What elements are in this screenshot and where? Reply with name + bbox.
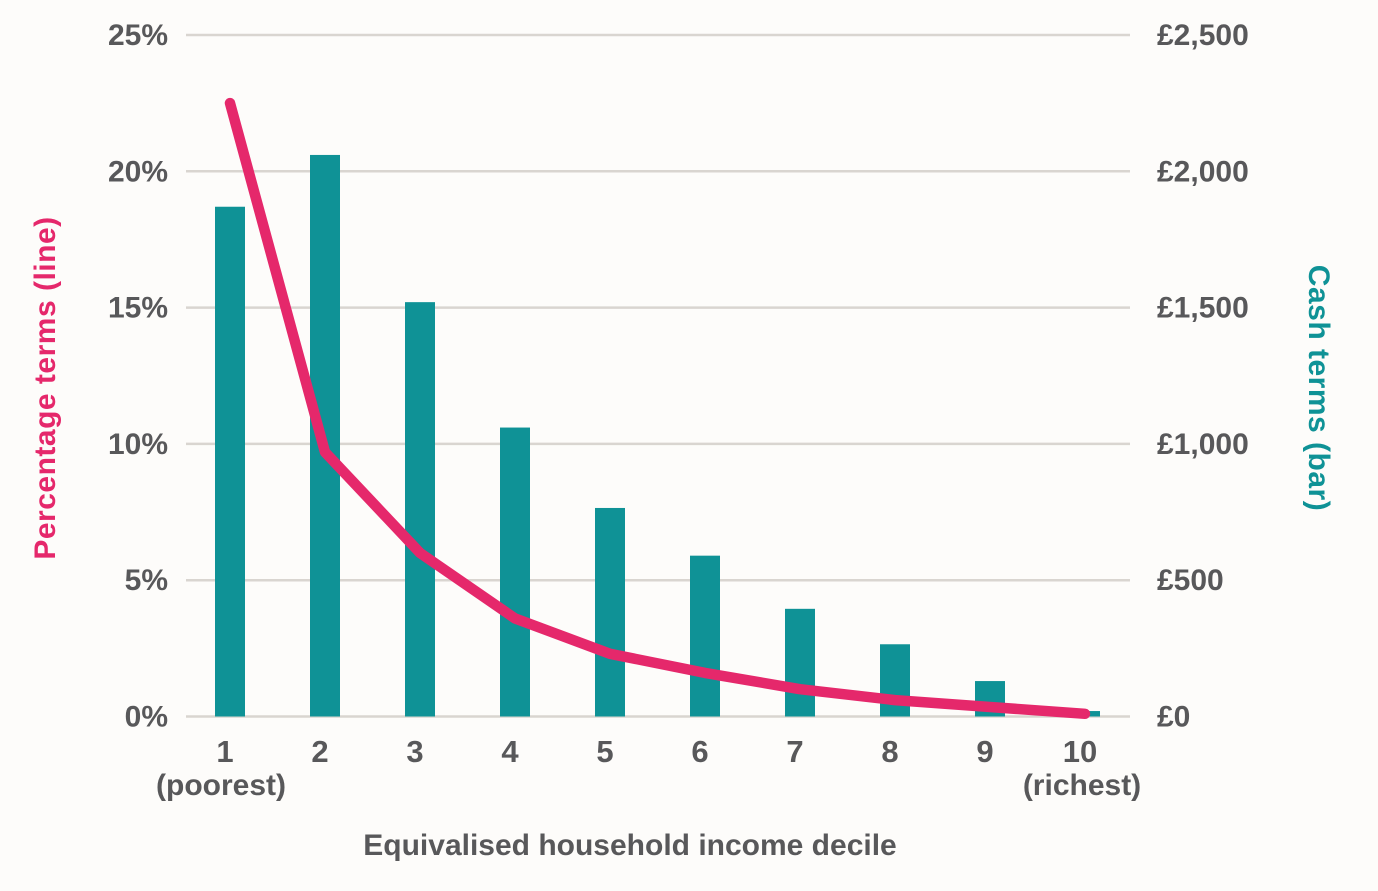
percentage-line — [224, 97, 1091, 720]
right-axis-title: Cash terms (bar) — [1302, 264, 1335, 512]
x-sublabel-poorest: (poorest) — [156, 769, 286, 802]
x-axis-title: Equivalised household income decile — [363, 829, 897, 862]
x-tick-label-7: 7 — [786, 734, 803, 769]
x-tick-label-8: 8 — [881, 734, 898, 769]
right-axis-tick-label: £1,500 — [1157, 292, 1249, 325]
left-axis-title: Percentage terms (line) — [29, 216, 62, 560]
left-axis-tick-label: 15% — [108, 292, 168, 325]
bar-decile-7 — [785, 608, 815, 717]
bar-decile-6 — [690, 555, 720, 717]
left-axis-tick-label: 25% — [108, 19, 168, 52]
left-axis-tick-label: 20% — [108, 155, 168, 188]
x-tick-label-2: 2 — [311, 734, 328, 769]
right-axis-tick-label: £2,500 — [1157, 19, 1249, 52]
bar-decile-4 — [500, 427, 530, 717]
right-axis-tick-label: £0 — [1157, 701, 1190, 734]
right-axis-tick-label: £1,000 — [1157, 428, 1249, 461]
x-tick-label-1: 1 — [216, 734, 233, 769]
bar-decile-3 — [405, 302, 435, 717]
x-sublabel-richest: (richest) — [1023, 769, 1141, 802]
x-tick-label-9: 9 — [976, 734, 993, 769]
bar-decile-5 — [595, 507, 625, 717]
x-tick-label-6: 6 — [691, 734, 708, 769]
x-tick-label-5: 5 — [596, 734, 613, 769]
right-axis-tick-label: £2,000 — [1157, 155, 1249, 188]
x-tick-label-10: 10 — [1063, 734, 1097, 769]
x-tick-label-4: 4 — [501, 734, 519, 769]
x-tick-label-3: 3 — [406, 734, 423, 769]
left-axis-tick-label: 10% — [108, 428, 168, 461]
left-axis-tick-label: 0% — [125, 701, 168, 734]
bar-decile-1 — [215, 206, 245, 717]
right-axis-tick-label: £500 — [1157, 564, 1224, 597]
left-axis-tick-label: 5% — [125, 564, 168, 597]
